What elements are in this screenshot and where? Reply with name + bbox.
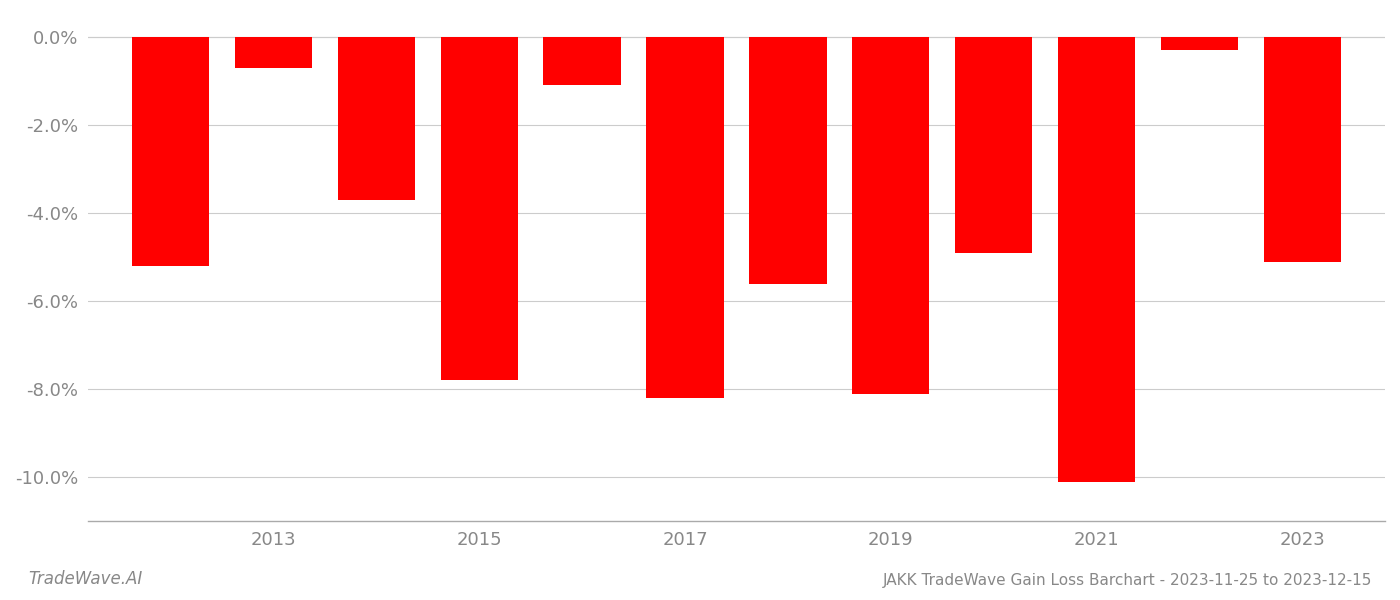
Bar [955,37,1032,253]
Text: TradeWave.AI: TradeWave.AI [28,570,143,588]
Bar [1161,37,1239,50]
Text: JAKK TradeWave Gain Loss Barchart - 2023-11-25 to 2023-12-15: JAKK TradeWave Gain Loss Barchart - 2023… [882,573,1372,588]
Bar [235,37,312,68]
Bar [337,37,414,200]
Bar [1264,37,1341,262]
Bar [132,37,209,266]
Bar [749,37,826,284]
Bar [543,37,620,85]
Bar [441,37,518,380]
Bar [1058,37,1135,482]
Bar [853,37,930,394]
Bar [647,37,724,398]
